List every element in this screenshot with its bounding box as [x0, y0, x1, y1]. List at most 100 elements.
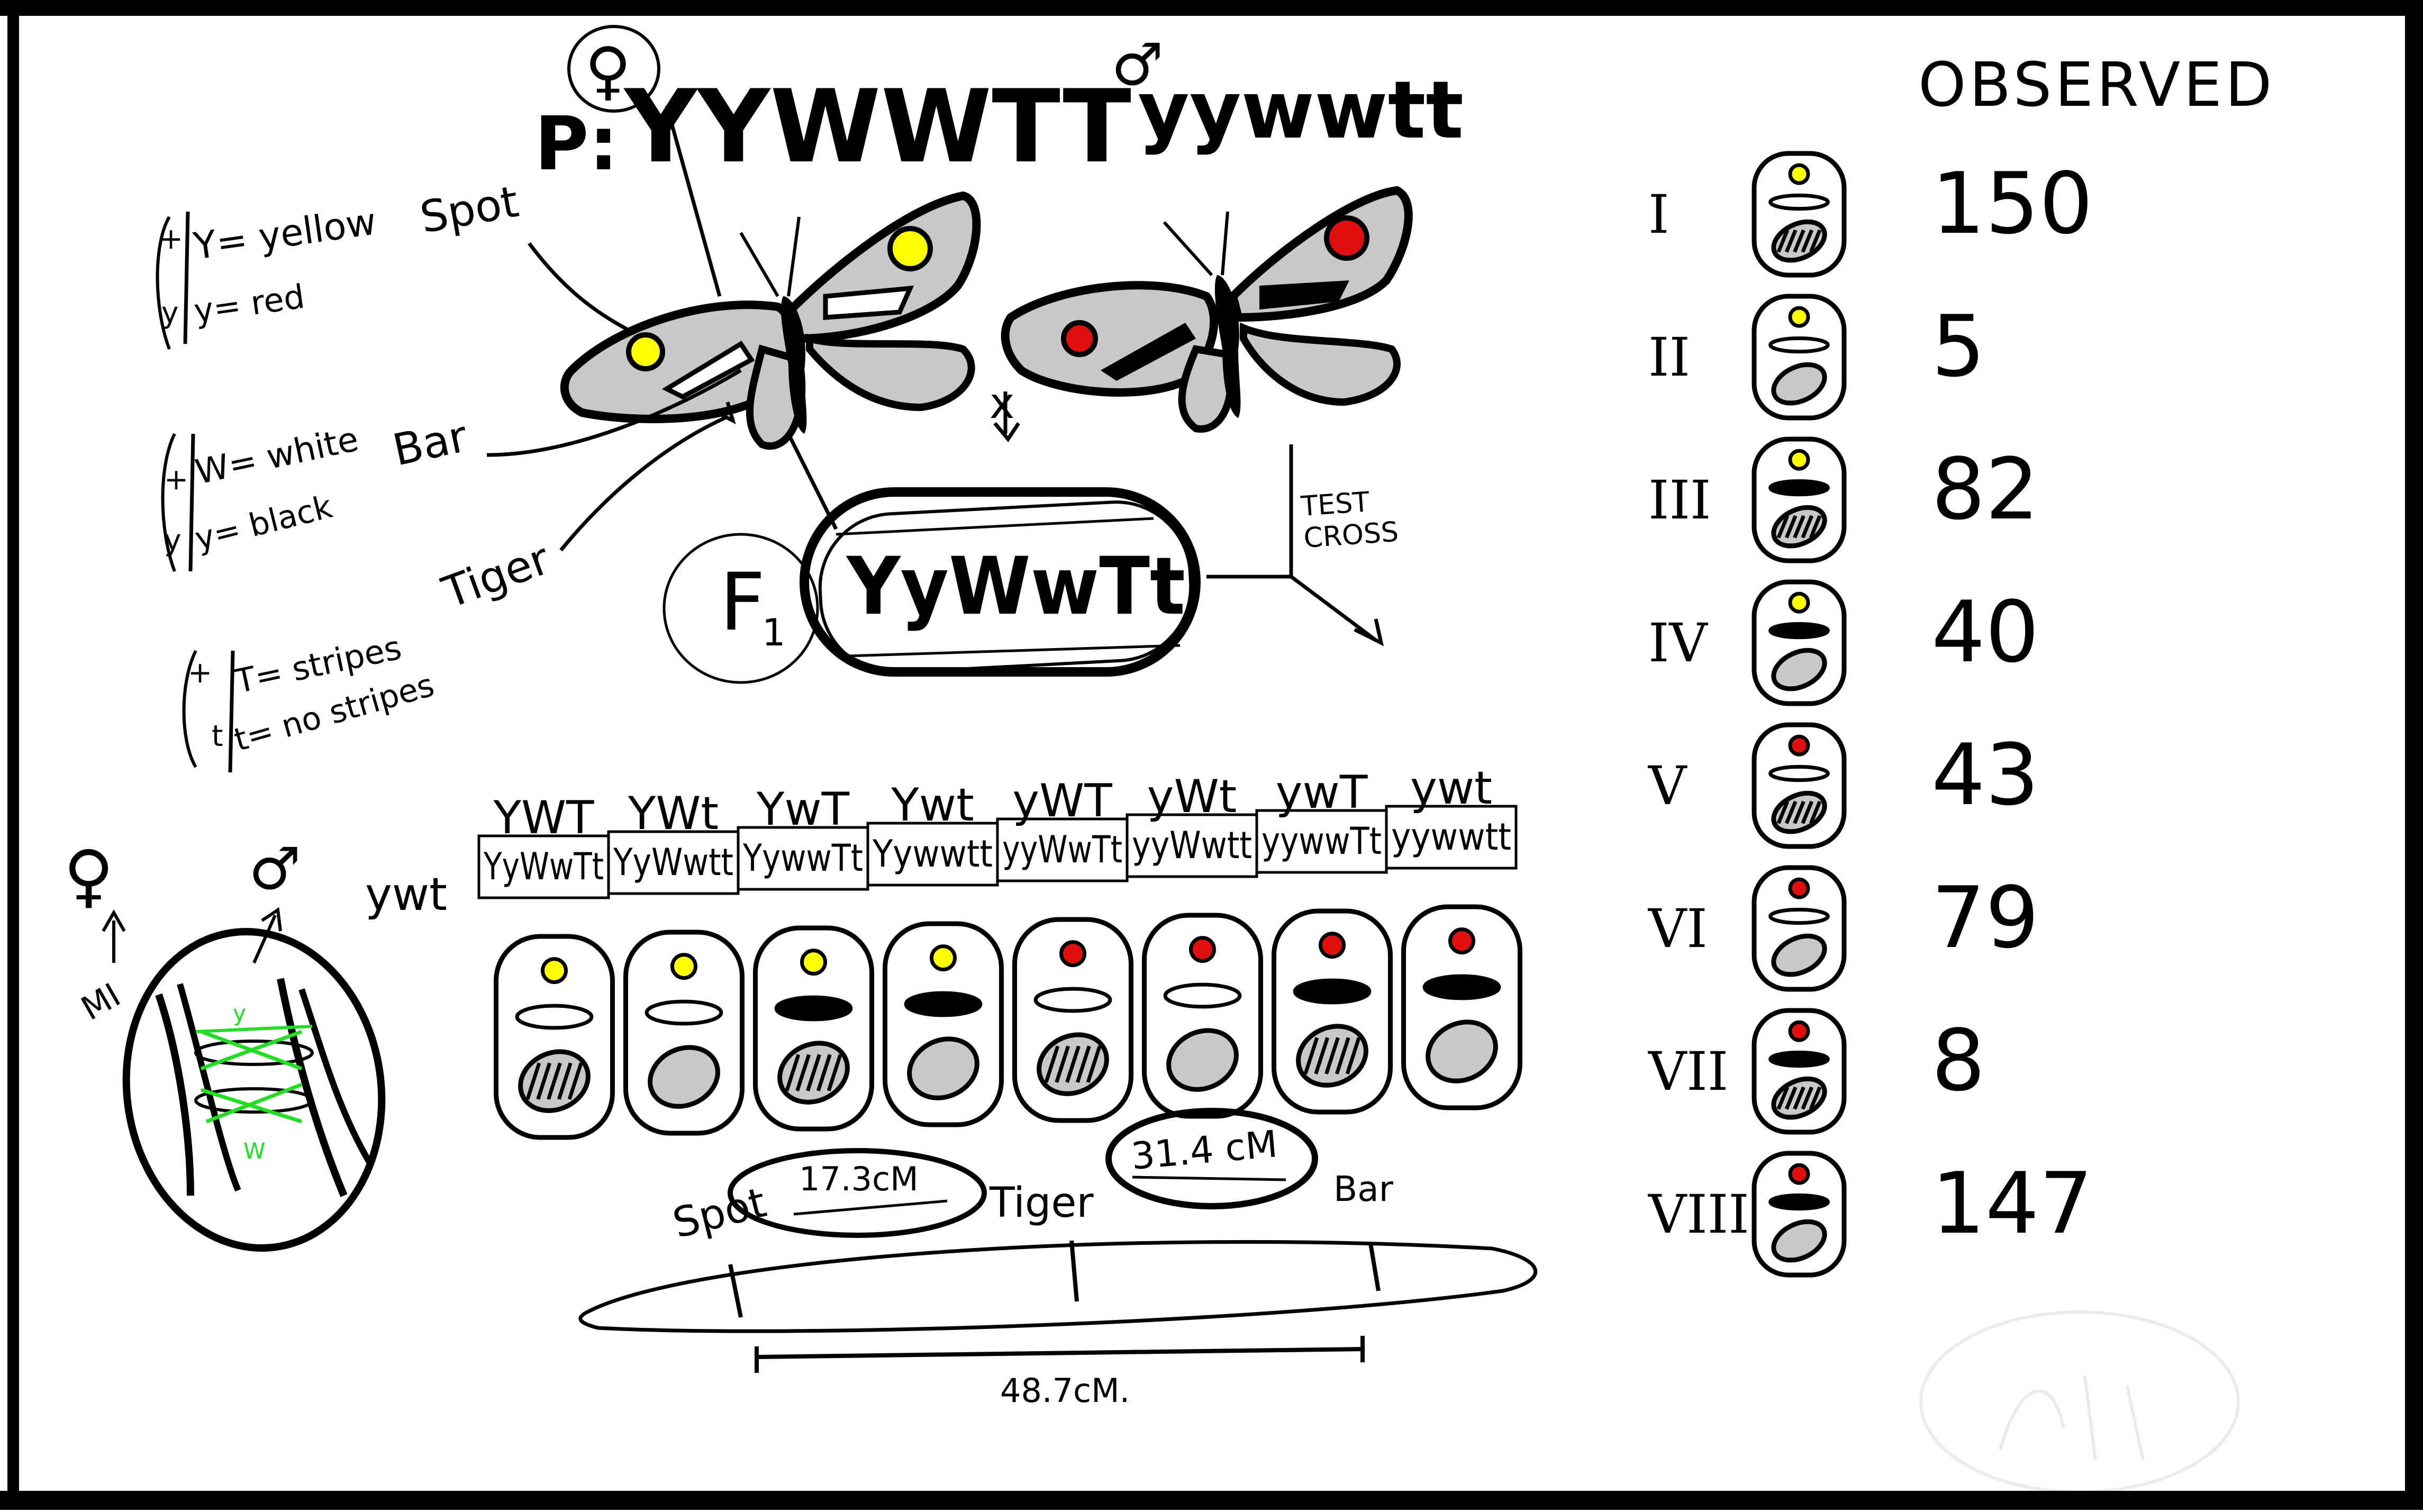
- female-symbol-circle: [567, 25, 660, 113]
- bar-mark: [774, 995, 853, 1022]
- observed-row: VII 8: [1648, 1008, 1985, 1135]
- observed-count: 43: [1931, 725, 2039, 824]
- annotation-lines: [486, 105, 1384, 646]
- stripe-mark: [1055, 1045, 1070, 1083]
- wing-mark: [1771, 1219, 1827, 1263]
- tiger-bar-distance: 31.4 cM: [1129, 1122, 1279, 1178]
- spot-mark: [1788, 877, 1810, 899]
- bar-recessive-mark: y: [164, 523, 182, 557]
- stripe-mark: [1801, 1086, 1814, 1110]
- meiosis-male-symbol: ♂: [249, 835, 301, 903]
- spot-recessive: y= red: [192, 277, 307, 331]
- male-butterfly: [1001, 186, 1413, 433]
- observed-count: 82: [1931, 440, 2039, 539]
- test-cross-line1: TEST: [1300, 486, 1371, 523]
- stripe-mark: [1784, 1086, 1798, 1110]
- observed-row: II 5: [1648, 294, 1985, 421]
- punnett-cell-genotype: YyWwTt: [483, 845, 604, 888]
- stripe-mark: [1809, 229, 1822, 253]
- stripe-mark: [557, 1062, 573, 1100]
- observed-phenotype-icon: [1752, 865, 1847, 992]
- class-numeral: V: [1648, 755, 1687, 817]
- stripe-mark: [827, 1054, 842, 1091]
- wing-mark: [1771, 648, 1827, 691]
- punnett-cell-genotype: yywwTt: [1262, 819, 1382, 863]
- male-genotype: yywwtt: [1138, 65, 1464, 157]
- observed-phenotype-icon: [1752, 294, 1847, 421]
- observed-row: V 43: [1648, 722, 2039, 849]
- f1-label: F: [720, 557, 765, 649]
- wing-mark: [907, 1036, 979, 1100]
- spot-dominant-mark: +: [159, 222, 183, 256]
- spot-mark: [1189, 936, 1216, 963]
- stripe-mark: [1809, 1086, 1822, 1110]
- punnett-cell-genotype: YyWwtt: [613, 841, 733, 884]
- female-genotype: YYWWTT: [623, 68, 1131, 185]
- f1-genotype: YyWwTt: [846, 541, 1185, 633]
- female-symbol: ♀: [585, 34, 631, 108]
- stripe-mark: [1345, 1037, 1361, 1074]
- spot-mark: [1059, 940, 1086, 968]
- spot-mark: [1788, 1163, 1810, 1185]
- observed-phenotype-icon: [1752, 151, 1847, 278]
- observed-phenotype-icon: [1752, 1151, 1847, 1278]
- male-symbol: ♂: [1111, 31, 1164, 98]
- cross-symbol: x: [990, 379, 1014, 428]
- total-distance: 48.7cM.: [1000, 1371, 1130, 1410]
- stripe-mark: [1801, 800, 1814, 824]
- stripe-mark: [567, 1062, 583, 1100]
- faint-signature: [1919, 1310, 2240, 1493]
- spot-mark: [1319, 932, 1346, 959]
- map-gene-bar: Bar: [1333, 1169, 1394, 1209]
- bar-mark: [1768, 1193, 1830, 1211]
- phenotype-icon: [494, 934, 615, 1140]
- spot-mark: [1448, 927, 1475, 955]
- stripe-mark: [806, 1054, 821, 1091]
- bar-dominant: W= white: [192, 420, 362, 492]
- bar-dominant-mark: +: [164, 462, 188, 496]
- stripe-mark: [1075, 1045, 1091, 1083]
- f1-subscript: 1: [762, 611, 786, 654]
- trait-key: + y Y= yellow y= red Spot + y W= white y…: [156, 177, 556, 773]
- bar-mark: [1768, 1050, 1830, 1068]
- bar-mark: [1293, 978, 1372, 1005]
- punnett-cell-genotype: Yywwtt: [872, 832, 993, 876]
- stripe-mark: [816, 1054, 832, 1091]
- stripe-mark: [1784, 229, 1798, 253]
- class-numeral: IV: [1648, 612, 1709, 674]
- spot-mark: [670, 953, 697, 980]
- stripe-mark: [1801, 229, 1814, 253]
- stripe-mark: [1086, 1045, 1102, 1083]
- stripe-mark: [1793, 800, 1805, 824]
- observed-count: 147: [1931, 1154, 2093, 1253]
- observed-phenotype-icon: [1752, 1008, 1847, 1135]
- spot-mark: [930, 944, 957, 972]
- observed-title: OBSERVED: [1918, 50, 2275, 121]
- stripe-mark: [1809, 515, 1822, 539]
- observed-phenotype-icon: [1752, 579, 1847, 706]
- spot-trait-label: Spot: [416, 177, 522, 243]
- observed-row: III 82: [1648, 436, 2039, 563]
- punnett-cell-genotype: yyWwtt: [1132, 824, 1252, 867]
- observed-row: VIII 147: [1648, 1151, 2093, 1278]
- observed-phenotype-icon: [1752, 722, 1847, 849]
- parental-label: P:: [534, 101, 619, 187]
- class-numeral: I: [1648, 184, 1669, 245]
- bar-mark: [904, 991, 983, 1017]
- bar-mark: [1163, 982, 1242, 1009]
- stripe-mark: [1776, 515, 1790, 539]
- stripe-mark: [1776, 800, 1790, 824]
- class-numeral: II: [1648, 326, 1690, 388]
- wing-mark: [1771, 933, 1827, 977]
- bar-mark: [1768, 193, 1830, 211]
- class-numeral: VIII: [1648, 1183, 1749, 1245]
- female-butterfly: [560, 191, 981, 450]
- wing-mark: [1426, 1019, 1498, 1083]
- map-gene-spot: Spot: [668, 1179, 771, 1247]
- green-gene-label: y: [233, 1000, 246, 1026]
- stripe-mark: [795, 1054, 811, 1091]
- bar-mark: [1768, 336, 1830, 354]
